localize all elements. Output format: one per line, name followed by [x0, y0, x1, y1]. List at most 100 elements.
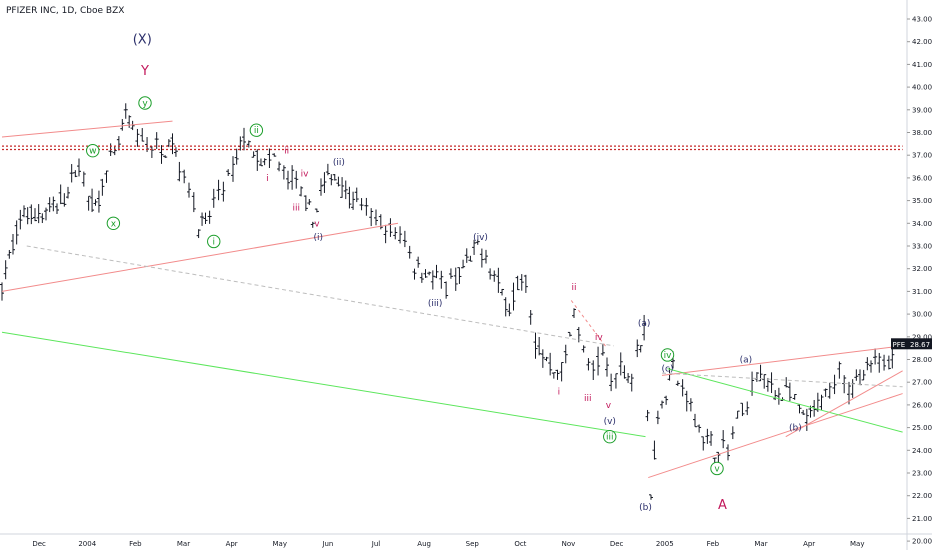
ohlc-bar: [787, 382, 792, 402]
wave-label[interactable]: iii: [603, 429, 617, 444]
ohlc-bar: [572, 308, 576, 318]
ohlc-bar: [196, 229, 201, 239]
wave-label[interactable]: v: [710, 461, 724, 476]
last-price-label: 28.67: [910, 341, 930, 349]
ohlc-bar: [797, 404, 802, 414]
ohlc-bar: [754, 372, 759, 382]
trend-line-pink_dash[interactable]: [570, 300, 608, 349]
trend-line-pink[interactable]: [785, 370, 903, 438]
ohlc-bar: [730, 426, 735, 440]
ohlc-bar: [81, 171, 86, 187]
wave-label[interactable]: (ii): [333, 158, 345, 168]
ohlc-bar: [51, 196, 56, 212]
ohlc-bar: [66, 186, 70, 199]
svg-text:y: y: [142, 99, 148, 109]
wave-label[interactable]: (c): [662, 365, 674, 375]
ohlc-bar: [170, 133, 175, 155]
ohlc-bar: [448, 268, 453, 279]
ohlc-bar: [173, 147, 178, 157]
ohlc-bar: [351, 191, 356, 210]
wave-label[interactable]: iii: [292, 203, 300, 213]
ohlc-bar: [123, 103, 128, 119]
wave-label[interactable]: v: [314, 219, 320, 229]
wave-label[interactable]: i: [558, 387, 561, 397]
svg-text:(b): (b): [639, 503, 652, 513]
trend-line-pink[interactable]: [1, 120, 173, 138]
wave-label[interactable]: (v): [604, 417, 616, 427]
trend-line-pink[interactable]: [661, 345, 903, 376]
trend-line-pink[interactable]: [648, 393, 903, 479]
ohlc-bar: [528, 310, 533, 325]
wave-label[interactable]: (X): [133, 32, 152, 47]
ohlc-bar: [286, 170, 290, 190]
ohlc-bar: [207, 210, 212, 224]
ohlc-bar: [434, 264, 439, 279]
svg-text:iv: iv: [301, 169, 310, 179]
ohlc-bar: [234, 148, 239, 165]
ohlc-bar: [310, 221, 315, 228]
wave-label[interactable]: v: [606, 401, 612, 411]
wave-label[interactable]: (a): [740, 356, 753, 366]
ohlc-bar: [827, 382, 832, 399]
ohlc-bar: [140, 128, 145, 142]
wave-label[interactable]: w: [86, 143, 100, 158]
svg-text:i: i: [212, 237, 215, 247]
trend-line-dashed[interactable]: [26, 245, 614, 347]
ohlc-bar: [242, 127, 246, 151]
ohlc-bar: [740, 402, 745, 417]
wave-label[interactable]: iv: [660, 348, 675, 362]
x-tick-label: Dec: [32, 540, 46, 548]
y-tick-label: 24.00: [912, 447, 932, 455]
svg-text:v: v: [714, 464, 720, 474]
ohlc-bar: [823, 388, 828, 397]
y-tick-label: 21.00: [912, 515, 932, 523]
trend-line-green[interactable]: [667, 368, 903, 433]
wave-label[interactable]: (b): [789, 424, 802, 434]
wave-label[interactable]: iv: [301, 169, 310, 179]
ohlc-bar: [629, 373, 634, 392]
ohlc-bar: [638, 345, 643, 353]
wave-label[interactable]: (b): [639, 503, 652, 513]
wave-label[interactable]: ii: [249, 123, 264, 137]
ohlc-bar: [701, 436, 706, 451]
ohlc-bar: [544, 356, 549, 362]
ohlc-bar: [784, 377, 789, 388]
ohlc-bar: [332, 174, 337, 181]
ohlc-bar: [211, 188, 216, 208]
ohlc-bar: [642, 314, 647, 341]
wave-label[interactable]: (a): [638, 319, 651, 329]
wave-label[interactable]: (iv): [473, 233, 488, 243]
wave-label[interactable]: x: [106, 216, 121, 231]
wave-label[interactable]: (iii): [428, 299, 443, 309]
ohlc-bar: [559, 362, 564, 382]
wave-label[interactable]: ii: [284, 147, 289, 157]
y-tick-label: 30.00: [912, 311, 932, 319]
wave-label[interactable]: A: [718, 498, 727, 513]
ohlc-bar: [104, 170, 109, 183]
wave-label[interactable]: ii: [571, 283, 576, 293]
wave-label[interactable]: (i): [313, 233, 323, 243]
wave-label[interactable]: i: [207, 234, 221, 249]
ohlc-bar: [496, 267, 501, 293]
ohlc-bar: [804, 408, 809, 431]
y-tick-label: 26.00: [912, 401, 932, 409]
wave-label[interactable]: i: [266, 174, 269, 184]
trend-line-pink[interactable]: [1, 222, 399, 292]
trend-line-dashed[interactable]: [661, 372, 903, 388]
ohlc-bar: [402, 230, 407, 248]
ohlc-bar: [216, 179, 221, 201]
y-tick-label: 32.00: [912, 265, 932, 273]
svg-text:(i): (i): [313, 233, 323, 243]
wave-label[interactable]: Y: [140, 64, 149, 79]
ohlc-bar: [7, 249, 12, 259]
ohlc-bar: [18, 209, 23, 230]
ohlc-bar: [461, 259, 466, 269]
wave-label[interactable]: iii: [584, 394, 592, 404]
wave-label[interactable]: y: [138, 96, 152, 110]
trend-line-green[interactable]: [1, 331, 646, 438]
y-tick-label: 35.00: [912, 197, 932, 205]
wave-label[interactable]: iv: [595, 333, 604, 343]
ohlc-bar: [374, 209, 378, 226]
ohlc-bar: [457, 267, 462, 284]
